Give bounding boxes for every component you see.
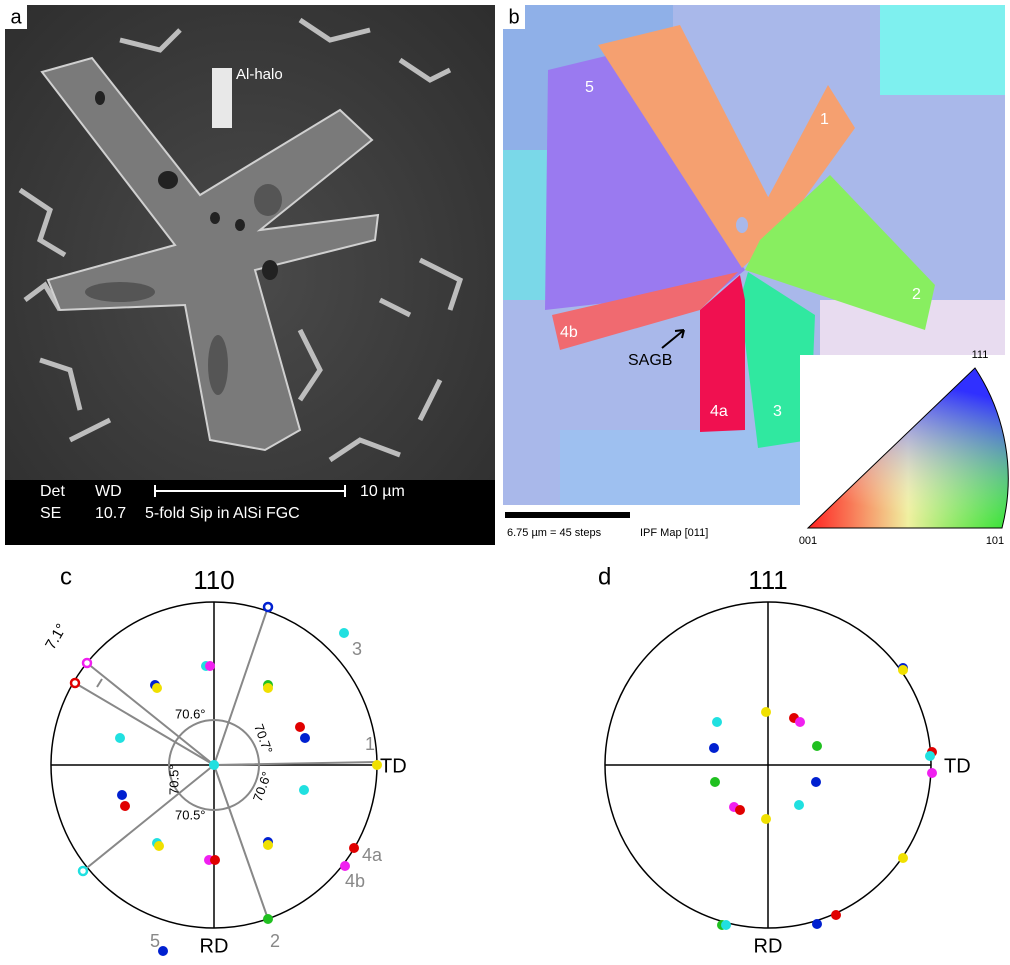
angle-label: 70.5° bbox=[175, 807, 206, 822]
pole-point bbox=[925, 751, 935, 761]
arm-label: 5 bbox=[585, 79, 594, 96]
arm-label: 4a bbox=[362, 845, 383, 865]
panel-label: b bbox=[508, 6, 519, 28]
info-value: SE bbox=[40, 505, 61, 522]
pole-point bbox=[295, 722, 305, 732]
pole-point bbox=[712, 717, 722, 727]
panel-label: a bbox=[10, 6, 22, 28]
scale-label: 10 µm bbox=[360, 483, 405, 500]
pole-point bbox=[339, 628, 349, 638]
pole-point bbox=[71, 679, 79, 687]
pole-point bbox=[811, 777, 821, 787]
pole-point bbox=[812, 919, 822, 929]
pole-point bbox=[761, 707, 771, 717]
pole-point bbox=[117, 790, 127, 800]
panel-label: d bbox=[598, 563, 611, 590]
pole-point bbox=[721, 920, 731, 930]
info-label: WD bbox=[95, 483, 122, 500]
arm-label: 4a bbox=[710, 403, 728, 420]
pole-point bbox=[709, 743, 719, 753]
info-label: Det bbox=[40, 483, 65, 500]
arm-label: 2 bbox=[912, 286, 921, 303]
pole-point bbox=[152, 683, 162, 693]
pole-point bbox=[115, 733, 125, 743]
pole-point bbox=[812, 741, 822, 751]
pole-point bbox=[349, 843, 359, 853]
angle-label: 70.6° bbox=[250, 770, 275, 804]
pole-point bbox=[209, 760, 219, 770]
pole-point bbox=[263, 840, 273, 850]
scale-label: 6.75 µm = 45 steps bbox=[507, 527, 602, 539]
info-value: 10.7 bbox=[95, 505, 126, 522]
angle-label: 70.5° bbox=[166, 764, 181, 795]
pole-point bbox=[898, 665, 908, 675]
arm-label: 1 bbox=[365, 734, 375, 754]
angle-label: 70.6° bbox=[175, 706, 206, 721]
panel-c: c 110 7.1° 70.6° 70.7° 70.5° 70.6° 70.5°… bbox=[42, 563, 406, 957]
pole-point bbox=[263, 683, 273, 693]
pole-point bbox=[300, 733, 310, 743]
pole-point bbox=[794, 800, 804, 810]
page: Al-halo a Det WD 10 µm SE 10.7 5-fold Si… bbox=[0, 0, 1010, 960]
pole-label: 111 bbox=[748, 565, 788, 595]
panel-label: c bbox=[60, 563, 72, 590]
pole-point bbox=[372, 760, 382, 770]
pole-point bbox=[299, 785, 309, 795]
pole-point bbox=[264, 603, 272, 611]
figure: Al-halo a Det WD 10 µm SE 10.7 5-fold Si… bbox=[0, 0, 1010, 960]
pole-point bbox=[898, 853, 908, 863]
arm-label: 3 bbox=[352, 639, 362, 659]
pole-point bbox=[340, 861, 350, 871]
grain bbox=[880, 5, 1005, 95]
angle-label: 7.1° bbox=[42, 621, 70, 653]
arm-label: 1 bbox=[820, 111, 829, 128]
panel-b: 5 1 2 3 4a 4b SAGB b 6.75 µm = 45 steps … bbox=[503, 5, 1010, 547]
angle-label: 70.7° bbox=[251, 722, 276, 756]
pole-point bbox=[795, 717, 805, 727]
panel-a: Al-halo a Det WD 10 µm SE 10.7 5-fold Si… bbox=[5, 5, 495, 545]
arm-label: 3 bbox=[773, 403, 782, 420]
boundary-label: SAGB bbox=[628, 352, 672, 369]
angle-lines bbox=[75, 607, 377, 919]
key-label: 111 bbox=[972, 349, 989, 361]
arm-label: 4b bbox=[345, 871, 365, 891]
td-label: TD bbox=[944, 755, 971, 777]
key-label: 101 bbox=[986, 535, 1004, 547]
axes bbox=[605, 602, 931, 928]
info-caption: 5-fold Sip in AlSi FGC bbox=[145, 505, 300, 522]
pole-point bbox=[263, 914, 273, 924]
pole-point bbox=[710, 777, 720, 787]
arm-label: 4b bbox=[560, 324, 578, 341]
pole-point bbox=[79, 867, 87, 875]
pole-point bbox=[120, 801, 130, 811]
arm-label: 5 bbox=[150, 931, 160, 951]
pole-point bbox=[154, 841, 164, 851]
key-label: 001 bbox=[799, 535, 817, 547]
pole-point bbox=[83, 659, 91, 667]
pole-label: 110 bbox=[193, 565, 234, 595]
pore bbox=[736, 217, 748, 233]
al-halo bbox=[212, 68, 232, 128]
pole-point bbox=[205, 661, 215, 671]
rd-label: RD bbox=[200, 935, 229, 957]
arm-label: 2 bbox=[270, 931, 280, 951]
annotation: Al-halo bbox=[236, 66, 283, 83]
map-name: IPF Map [011] bbox=[640, 527, 708, 539]
panel-d: d 111 TD RD bbox=[598, 563, 971, 957]
rd-label: RD bbox=[754, 935, 783, 957]
td-label: TD bbox=[380, 755, 407, 777]
pole-point bbox=[831, 910, 841, 920]
pole-point bbox=[210, 855, 220, 865]
pole-point bbox=[761, 814, 771, 824]
pole-point bbox=[735, 805, 745, 815]
scale-bar bbox=[505, 512, 630, 518]
pole-point bbox=[927, 768, 937, 778]
pole-point bbox=[158, 946, 168, 956]
